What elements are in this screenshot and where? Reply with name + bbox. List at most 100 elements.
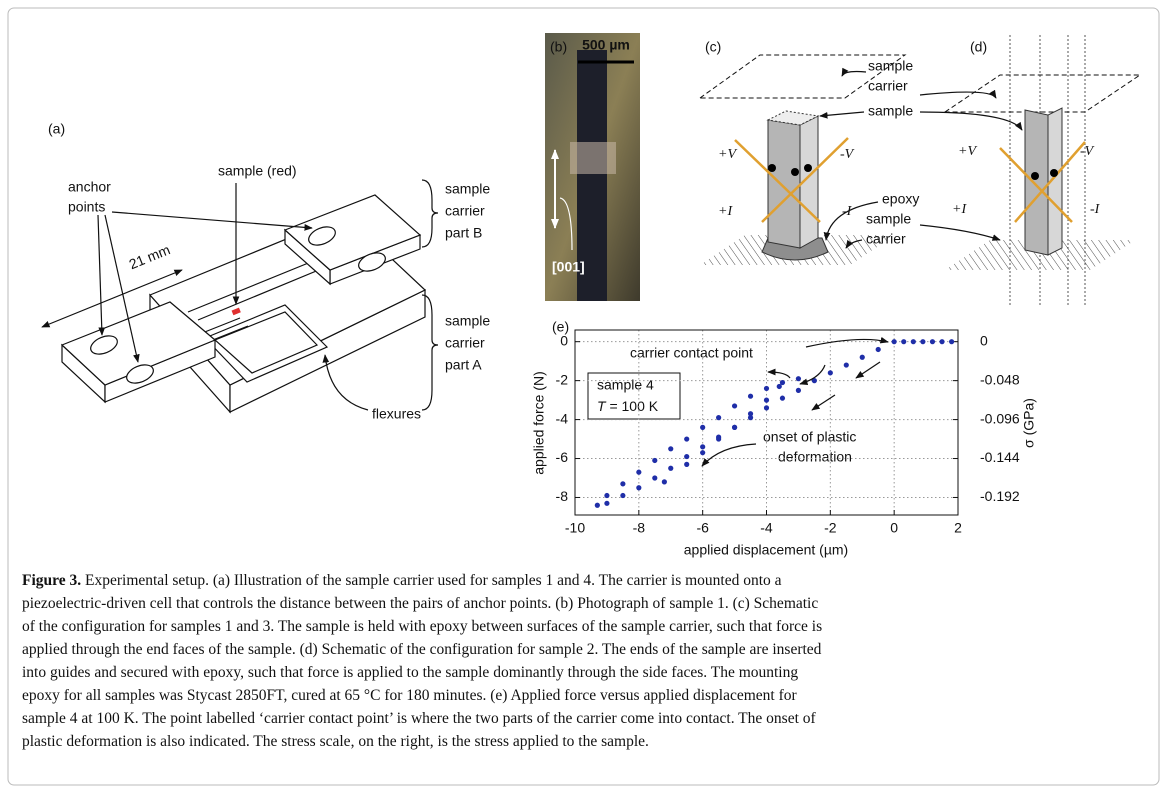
label: carrier <box>866 231 906 247</box>
caption-line: epoxy for all samples was Stycast 2850FT… <box>22 687 798 704</box>
label: sample <box>445 313 490 329</box>
contact <box>1031 172 1039 180</box>
data-point <box>684 453 690 460</box>
recess-inner <box>213 311 319 374</box>
label: sample <box>445 181 490 197</box>
arrow <box>819 111 865 119</box>
y-tick-label: -4 <box>556 410 569 426</box>
data-point <box>700 450 706 456</box>
data-point <box>620 481 626 487</box>
brace <box>421 179 439 248</box>
label: flexures <box>372 406 421 422</box>
data-point <box>763 385 770 392</box>
brace <box>421 294 439 411</box>
data-point <box>776 383 782 390</box>
data-point <box>716 415 722 421</box>
label: sample <box>866 211 911 227</box>
y-tick-label: 0 <box>560 332 568 348</box>
direction-label: [001] <box>552 259 585 275</box>
leader <box>559 197 573 251</box>
dimension <box>41 269 183 328</box>
panel-e: (e) applied displacement (µm) applied fo… <box>531 319 1037 558</box>
pillar-face <box>1047 107 1063 256</box>
data-point <box>779 395 786 401</box>
annotation: sample 4 <box>597 377 654 393</box>
data-point <box>700 444 706 450</box>
wires <box>734 137 849 223</box>
x-tick-label: -8 <box>633 520 646 536</box>
caption-label: Figure 3. <box>22 572 81 589</box>
pillar-face <box>1024 109 1049 256</box>
label: +V <box>718 147 737 162</box>
hole <box>358 252 386 272</box>
annotation-line: T = 100 K <box>597 398 659 414</box>
carrier-plane <box>698 54 907 99</box>
wires <box>999 141 1086 223</box>
label: sample <box>868 58 913 74</box>
data-point <box>920 339 926 345</box>
label: carrier <box>445 335 485 351</box>
arrow <box>97 214 106 336</box>
panel-b: (b) 500 µm [001] <box>545 33 640 301</box>
plot-frame <box>574 329 959 516</box>
y-tick-label: -6 <box>556 449 569 465</box>
annotation-arrow <box>855 361 881 379</box>
y2-tick-label: -0.048 <box>980 371 1020 387</box>
data-point <box>652 475 658 481</box>
arrow <box>111 211 313 231</box>
arrow <box>919 89 997 99</box>
data-point <box>779 379 786 386</box>
data-point <box>661 479 667 485</box>
label: carrier <box>445 203 485 219</box>
arrow <box>845 239 863 249</box>
caption-line: piezoelectric-driven cell that controls … <box>22 595 818 612</box>
y-axis-label: applied force (N) <box>531 371 547 475</box>
sample-photo <box>577 50 607 301</box>
annotation-arrow <box>767 368 791 379</box>
panel-c: (c) sample carrier sample +V -V +I -I ep… <box>698 39 919 265</box>
annotation-arrow <box>799 364 826 386</box>
label: part B <box>445 225 482 241</box>
x-tick-label: -6 <box>696 520 709 536</box>
data-point <box>795 387 802 393</box>
panel-label: (b) <box>550 39 567 55</box>
data-point <box>747 393 754 399</box>
data-point <box>700 424 706 430</box>
x-tick-label: -4 <box>760 520 773 536</box>
caption: Figure 3. Experimental setup. (a) Illust… <box>22 572 822 750</box>
y-tick-label: -2 <box>556 371 569 387</box>
data-point <box>811 378 817 384</box>
caption-line: into guides and secured with epoxy, such… <box>22 664 798 681</box>
contact <box>1050 169 1058 177</box>
annotation: onset of plastic <box>763 429 856 445</box>
label: -V <box>840 147 855 162</box>
data-point <box>652 457 658 464</box>
label: anchor <box>68 179 111 195</box>
data-point <box>795 376 802 382</box>
arrow <box>823 201 879 241</box>
hole <box>308 226 336 246</box>
arrow <box>841 67 867 77</box>
panel-label: (d) <box>970 39 987 55</box>
pillar-top <box>766 110 820 126</box>
panel-a: (a) anchor points sample (red) 21 mm sam… <box>41 121 490 422</box>
label: +I <box>952 202 967 217</box>
data-point <box>668 465 674 471</box>
annotation: carrier contact point <box>630 345 753 361</box>
data-point <box>620 492 626 499</box>
y2-tick-label: -0.096 <box>980 410 1020 426</box>
hole <box>90 335 118 355</box>
symbol: T <box>597 398 607 414</box>
x-tick-label: -10 <box>565 520 585 536</box>
data-point <box>731 403 738 409</box>
caption-line: applied through the end faces of the sam… <box>22 641 822 658</box>
pillar-face <box>767 119 801 249</box>
x-axis-label: applied displacement (µm) <box>684 542 848 558</box>
caption-line: of the configuration for samples 1 and 3… <box>22 618 822 635</box>
y2-tick-label: -0.144 <box>980 449 1020 465</box>
carrier-plane <box>945 240 1135 270</box>
frame <box>7 7 1160 786</box>
x-tick-label: 2 <box>954 520 962 536</box>
arrow <box>919 111 1023 131</box>
